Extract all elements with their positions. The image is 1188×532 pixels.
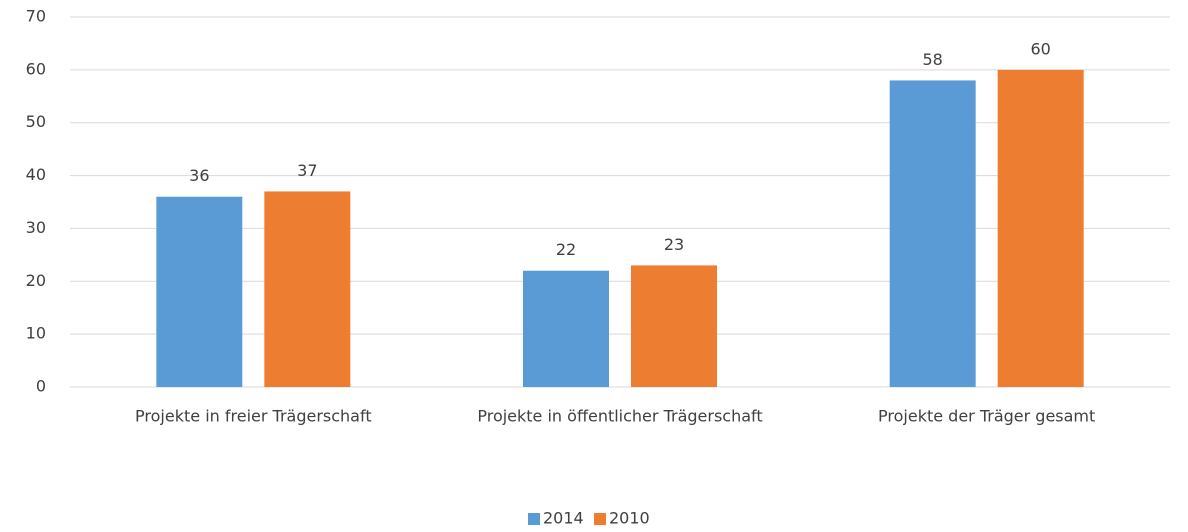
data-label: 22 xyxy=(556,240,576,259)
y-tick-label: 20 xyxy=(26,271,46,290)
y-tick-label: 0 xyxy=(36,377,46,396)
legend-label: 2014 xyxy=(543,509,584,528)
bar xyxy=(264,191,351,387)
y-tick-label: 60 xyxy=(26,59,46,78)
y-tick-label: 10 xyxy=(26,324,46,343)
y-tick-label: 50 xyxy=(26,112,46,131)
data-label: 23 xyxy=(664,235,684,254)
bar xyxy=(631,265,717,387)
bar xyxy=(523,270,609,387)
data-label: 58 xyxy=(922,50,942,69)
legend-swatch xyxy=(594,513,606,525)
data-label: 60 xyxy=(1030,39,1050,58)
data-label: 36 xyxy=(189,166,209,185)
legend-label: 2010 xyxy=(609,509,650,528)
legend-swatch xyxy=(528,513,540,525)
y-tick-label: 70 xyxy=(26,7,46,26)
y-tick-label: 30 xyxy=(26,218,46,237)
y-tick-label: 40 xyxy=(26,165,46,184)
x-tick-label: Projekte in öffentlicher Trägerschaft xyxy=(477,407,762,426)
x-tick-label: Projekte der Träger gesamt xyxy=(878,407,1095,426)
bar xyxy=(889,80,976,387)
bar xyxy=(156,196,243,387)
bar xyxy=(997,69,1084,387)
data-label: 37 xyxy=(297,161,317,180)
x-tick-label: Projekte in freier Trägerschaft xyxy=(135,407,372,426)
